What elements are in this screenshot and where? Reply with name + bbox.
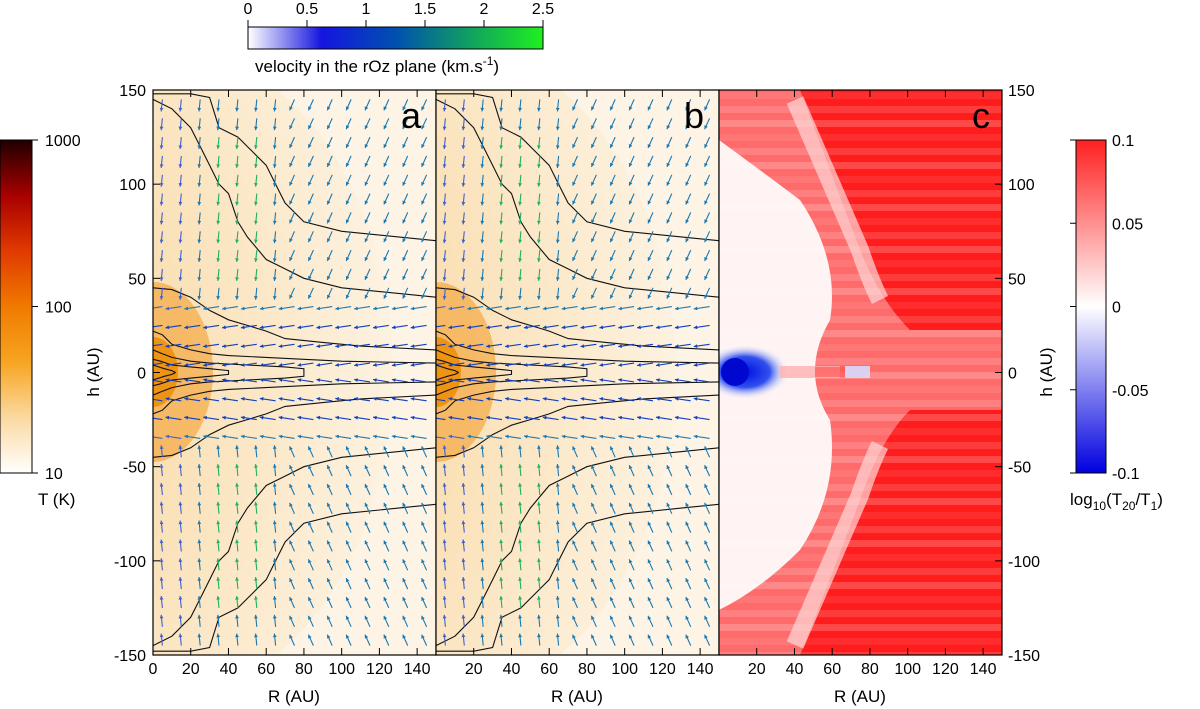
ratio-tick-label: -0.1 <box>1112 466 1140 483</box>
y-tick-label: 150 <box>1008 83 1035 100</box>
temperature-colorbar-label: T (K) <box>38 490 75 509</box>
x-tick-label: 120 <box>932 661 959 678</box>
panel-b-letter: b <box>684 95 704 136</box>
y-tick-label: -100 <box>1008 554 1040 571</box>
y-tick-label: 50 <box>128 271 146 288</box>
panel-a-velocity-arrows <box>153 99 428 646</box>
panel-a: a <box>152 89 437 656</box>
x-tick-label: 100 <box>894 661 921 678</box>
x-tick-label: 80 <box>578 661 596 678</box>
temperature-colorbar: 1000 100 10 T (K) <box>0 133 81 509</box>
ratio-tick-label: 0.05 <box>1112 216 1143 233</box>
temperature-colorbar-strip <box>0 139 33 474</box>
y-tick-label: -150 <box>1008 648 1040 665</box>
velocity-colorbar: 0 0.5 1 1.5 2 2.5 velocity in the rOz plane (… <box>244 1 555 76</box>
x-tick-label: 0 <box>149 661 158 678</box>
panel-b: b <box>435 89 720 656</box>
x-tick-label: 100 <box>328 661 355 678</box>
ratio-tick-label: 0 <box>1112 300 1121 317</box>
axes: 0 20 40 60 80 100 120 140 20 40 60 80 100 120 140 20 40 6… <box>114 83 1040 678</box>
panel-c-ylabel: h (AU) <box>1037 347 1056 396</box>
x-tick-label: 60 <box>257 661 275 678</box>
x-tick-label: 20 <box>748 661 766 678</box>
velocity-tick-label: 2.5 <box>532 1 554 18</box>
x-tick-label: 60 <box>540 661 558 678</box>
x-tick-label: 140 <box>970 661 997 678</box>
y-tick-label: -100 <box>114 554 146 571</box>
ratio-colorbar-label: log10(T20/T1) <box>1070 490 1163 513</box>
x-tick-label: 20 <box>465 661 483 678</box>
ratio-colorbar-strip <box>1075 139 1107 474</box>
x-tick-label: 100 <box>611 661 638 678</box>
y-tick-label: 0 <box>1008 366 1017 383</box>
x-tick-label: 140 <box>404 661 431 678</box>
y-tick-label: 0 <box>137 366 146 383</box>
velocity-colorbar-label: velocity in the rOz plane (km.s-1) <box>255 54 499 76</box>
temperature-tick-label: 100 <box>45 300 72 317</box>
y-tick-label: 150 <box>119 83 146 100</box>
ratio-colorbar-ticks: 0.1 0.05 0 -0.05 -0.1 <box>1070 133 1149 483</box>
panel-c-xlabel: R (AU) <box>834 687 886 706</box>
ratio-tick-label: -0.05 <box>1112 383 1149 400</box>
y-tick-label: -150 <box>114 648 146 665</box>
panel-b-contours <box>436 93 719 652</box>
y-tick-label: -50 <box>1008 460 1031 477</box>
temperature-tick-label: 1000 <box>45 133 81 150</box>
x-tick-label: 40 <box>503 661 521 678</box>
panel-b-xlabel: R (AU) <box>551 687 603 706</box>
x-tick-label: 80 <box>861 661 879 678</box>
panel-b-heatmap <box>436 90 719 655</box>
panel-a-letter: a <box>401 95 422 136</box>
x-tick-label: 40 <box>220 661 238 678</box>
x-tick-label: 80 <box>295 661 313 678</box>
panel-a-heatmap <box>153 90 436 655</box>
panel-a-xlabel: R (AU) <box>268 687 320 706</box>
x-tick-label: 40 <box>786 661 804 678</box>
ratio-colorbar: 0.1 0.05 0 -0.05 -0.1 log10(T20/T1) <box>1070 133 1163 513</box>
temperature-colorbar-ticks: 1000 100 10 <box>32 133 81 483</box>
velocity-tick-label: 1 <box>362 1 371 18</box>
y-tick-label: 100 <box>119 177 146 194</box>
x-tick-label: 120 <box>366 661 393 678</box>
panel-a-ylabel: h (AU) <box>84 347 103 396</box>
ratio-tick-label: 0.1 <box>1112 133 1134 150</box>
velocity-colorbar-ticks: 0 0.5 1 1.5 2 2.5 <box>244 1 554 27</box>
x-tick-label: 140 <box>687 661 714 678</box>
x-tick-label: 60 <box>823 661 841 678</box>
velocity-colorbar-strip <box>247 26 544 50</box>
temperature-tick-label: 10 <box>45 466 63 483</box>
y-tick-label: -50 <box>123 460 146 477</box>
panel-b-velocity-arrows <box>436 99 711 646</box>
x-tick-label: 20 <box>182 661 200 678</box>
panel-c-letter: c <box>972 95 990 136</box>
x-tick-label: 120 <box>649 661 676 678</box>
velocity-tick-label: 2 <box>480 1 489 18</box>
velocity-tick-label: 1.5 <box>414 1 436 18</box>
y-tick-label: 100 <box>1008 177 1035 194</box>
velocity-tick-label: 0 <box>244 1 253 18</box>
velocity-tick-label: 0.5 <box>296 1 318 18</box>
panel-a-contours <box>153 93 436 652</box>
panel-c: c <box>718 89 1003 656</box>
panel-c-heatmap <box>719 90 1002 655</box>
y-tick-label: 50 <box>1008 271 1026 288</box>
